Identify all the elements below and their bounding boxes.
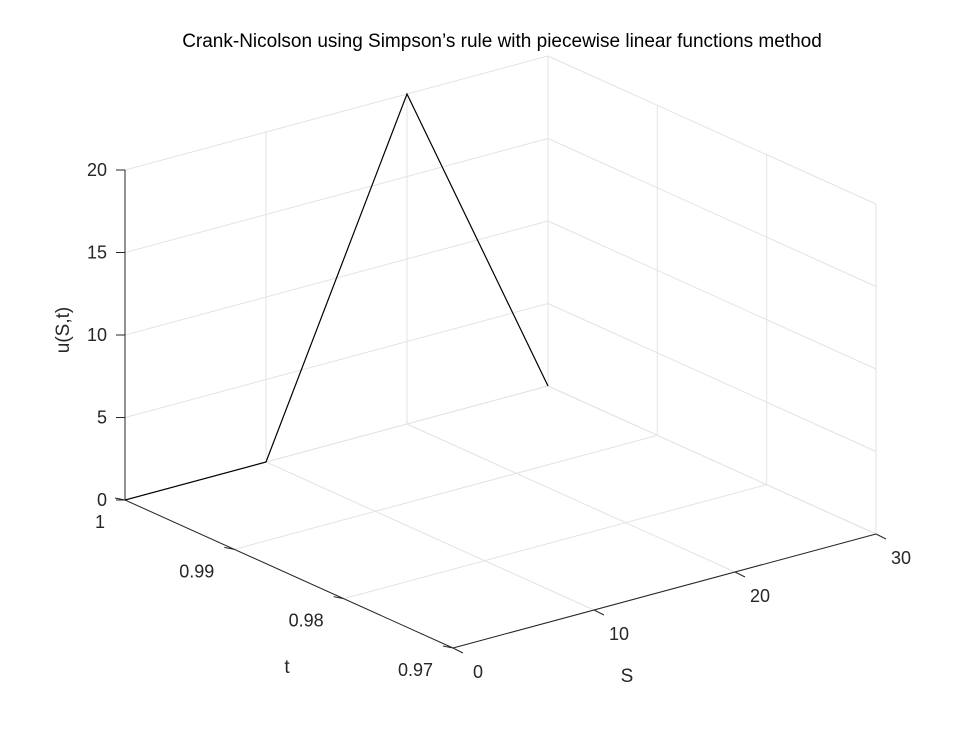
x-tick-mark	[593, 609, 605, 616]
x-tick-mark	[452, 647, 464, 654]
z-axis-label: u(S,t)	[53, 307, 74, 353]
grid-line	[124, 303, 549, 418]
grid-line	[547, 138, 877, 287]
grid-line	[234, 434, 658, 550]
x-tick-label: 10	[609, 624, 629, 644]
z-tick-label: 5	[97, 408, 107, 428]
z-tick-label: 0	[97, 490, 107, 510]
y-tick-label: 1	[95, 512, 105, 532]
grid-line	[547, 303, 877, 452]
series-line	[124, 92, 549, 501]
y-tick-label: 0.99	[179, 561, 214, 581]
z-tick-label: 20	[87, 160, 107, 180]
grid-line	[547, 385, 877, 535]
z-tick-label: 15	[87, 243, 107, 263]
grid-line	[124, 55, 549, 171]
y-axis-line	[124, 499, 454, 649]
grid-line	[265, 461, 595, 611]
z-tick-label: 10	[87, 325, 107, 345]
data-series	[124, 92, 549, 501]
chart-title: Crank-Nicolson using Simpson’s rule with…	[182, 31, 822, 52]
x-tick-mark	[875, 533, 887, 540]
x-tick-mark	[734, 571, 746, 578]
grid-line	[547, 55, 877, 205]
grid-line	[547, 220, 877, 370]
grid-line	[406, 423, 736, 573]
axes	[114, 169, 887, 654]
y-axis-label: t	[284, 657, 290, 678]
x-axis-line	[452, 533, 877, 649]
grid-lines	[124, 55, 877, 649]
x-axis-label: S	[621, 666, 634, 687]
y-tick-mark	[442, 645, 454, 649]
x-tick-label: 30	[891, 548, 911, 568]
y-tick-label: 0.97	[398, 660, 433, 680]
y-tick-mark	[224, 546, 235, 550]
grid-line	[343, 484, 767, 600]
grid-line	[124, 138, 549, 253]
x-tick-label: 0	[473, 662, 483, 682]
x-tick-label: 20	[750, 586, 770, 606]
y-tick-label: 0.98	[289, 611, 324, 631]
y-tick-mark	[333, 596, 344, 600]
